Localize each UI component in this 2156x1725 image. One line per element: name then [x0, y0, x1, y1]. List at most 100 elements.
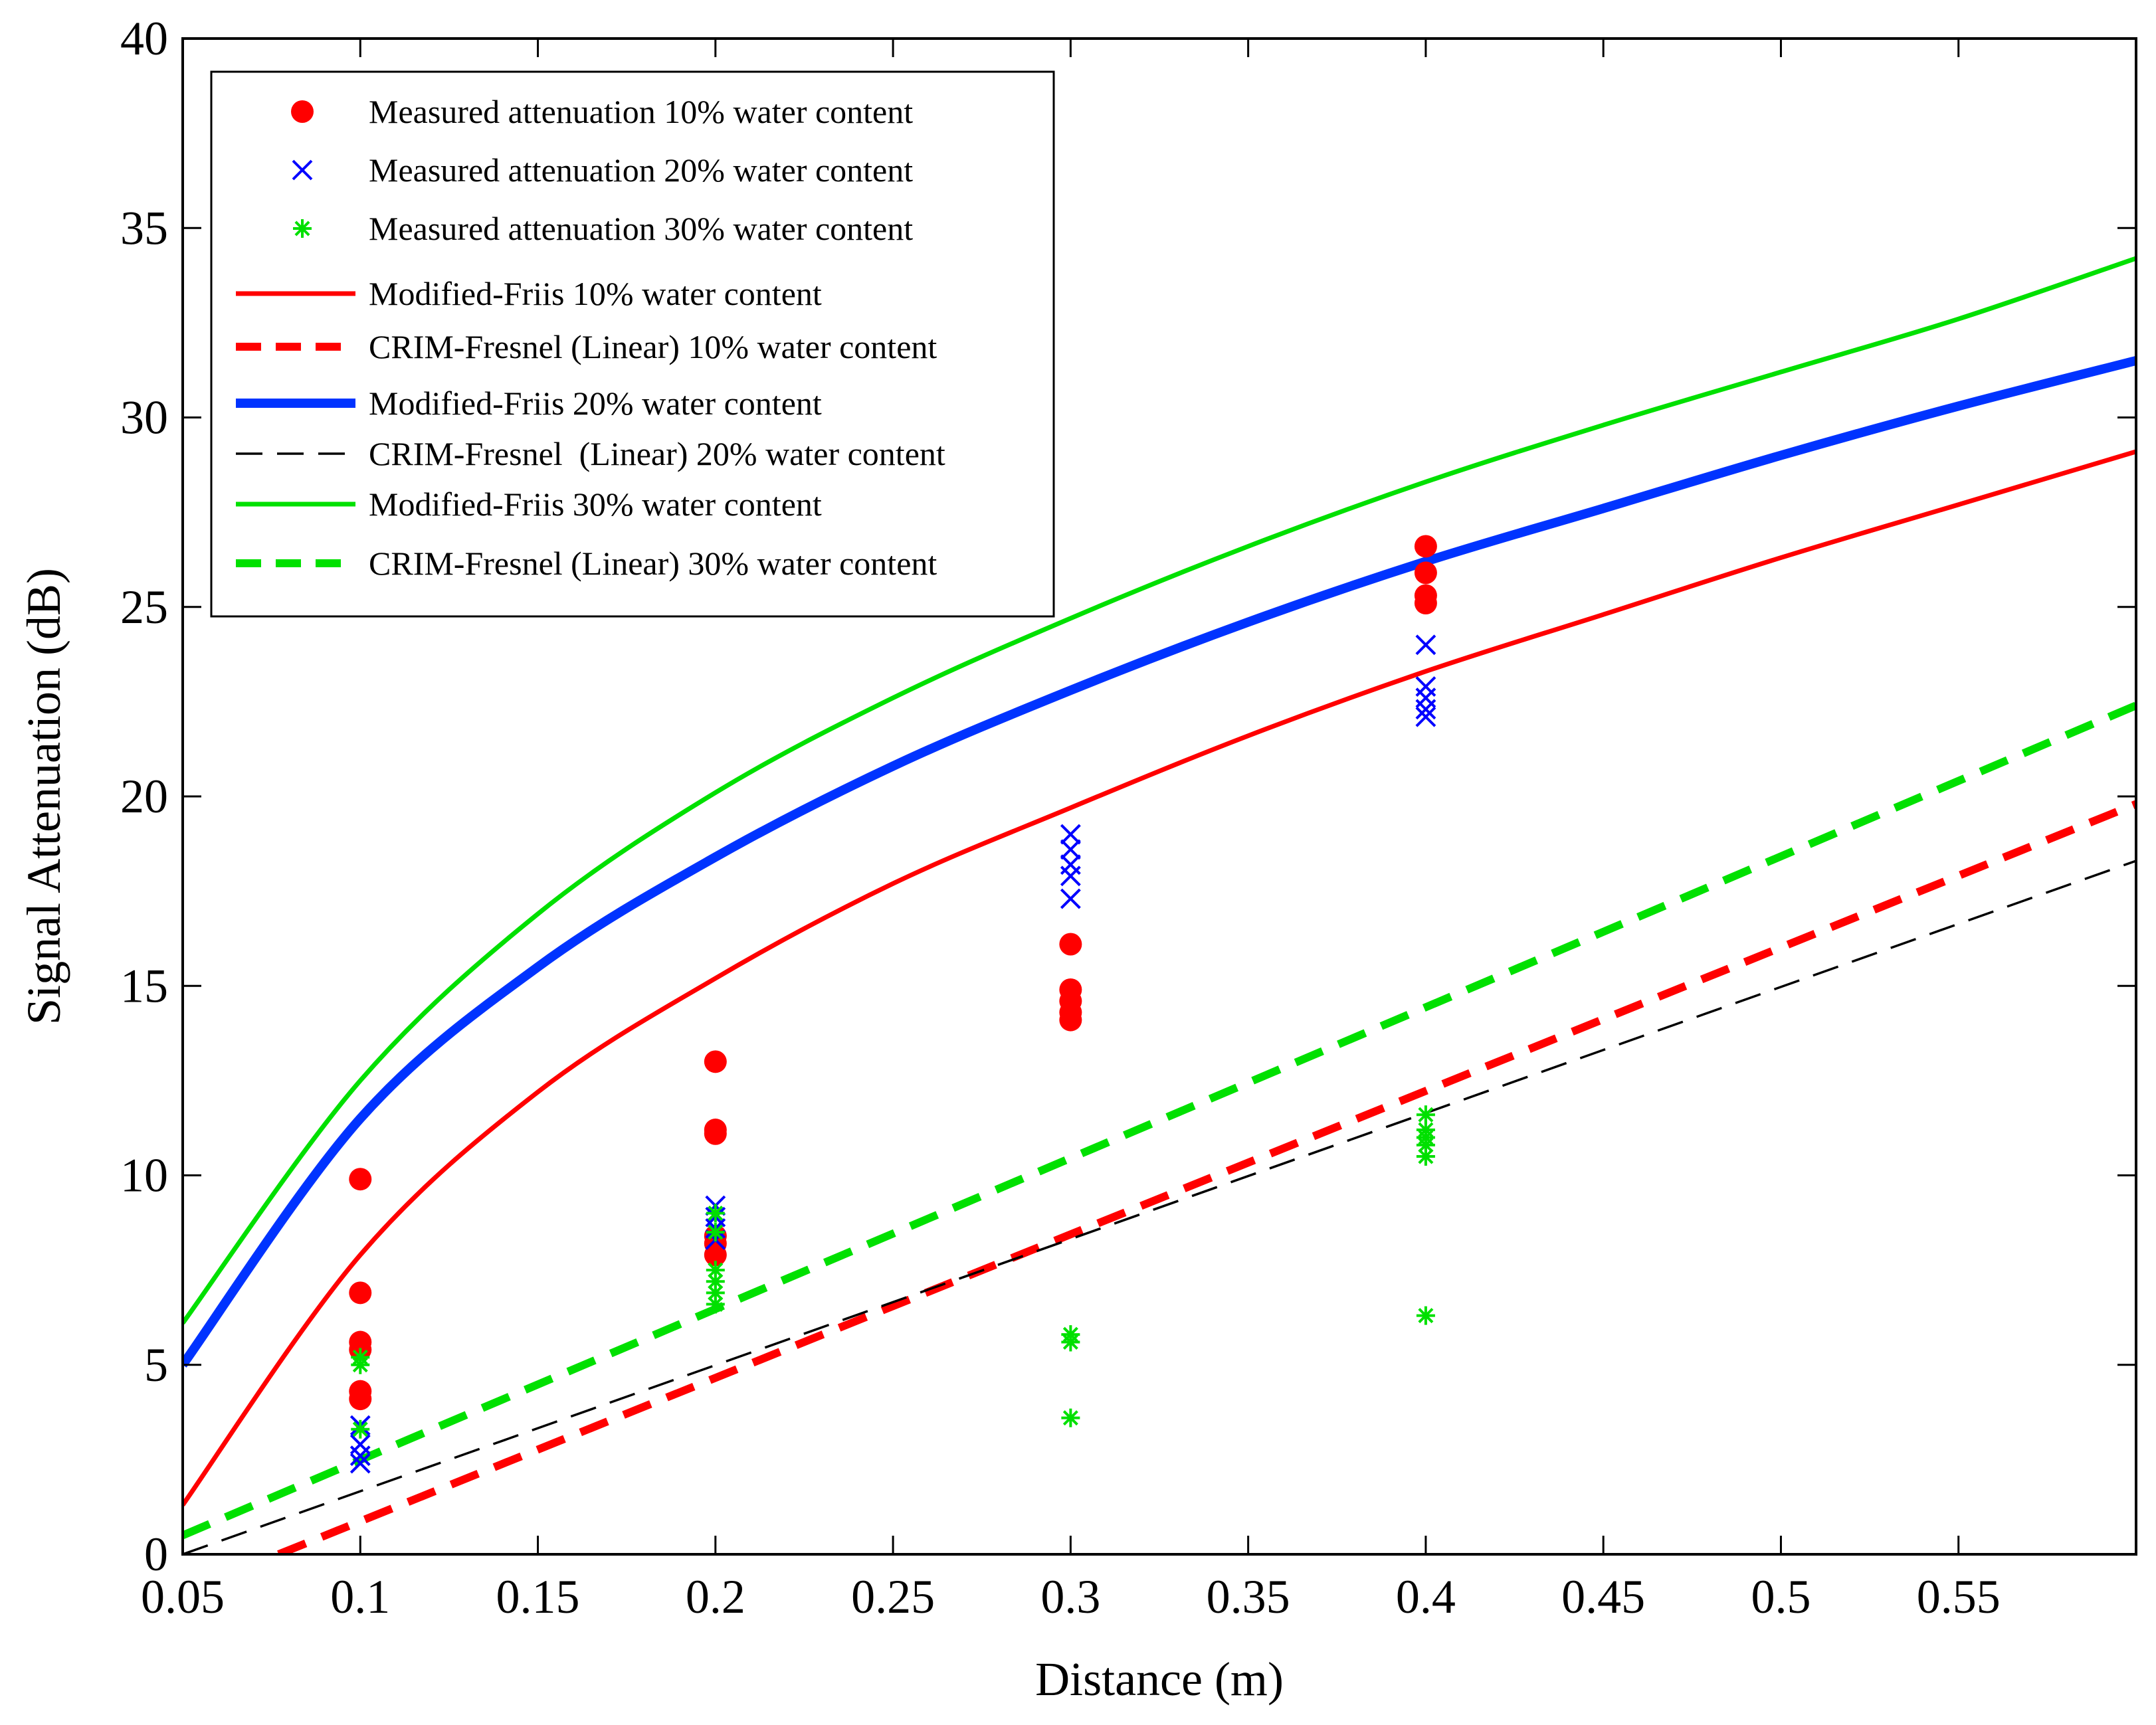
- legend-entry: CRIM-Fresnel (Linear) 10% water content: [236, 328, 937, 365]
- data-point-stroke: [1060, 824, 1081, 845]
- legend: Measured attenuation 10% water content Me…: [210, 70, 1055, 618]
- legend-entry: CRIM-Fresnel (Linear) 20% water content: [236, 435, 945, 472]
- data-point: [349, 1168, 372, 1191]
- data-point: [1060, 839, 1081, 860]
- legend-entry: Measured attenuation 30% water content: [293, 210, 913, 247]
- x-tick-label: 0.15: [496, 1570, 580, 1623]
- data-point-stroke: [708, 1224, 724, 1240]
- data-point: [1415, 634, 1436, 656]
- data-point-stroke: [1060, 865, 1081, 887]
- data-point-stroke: [349, 1453, 371, 1474]
- data-point-stroke: [1062, 1410, 1078, 1426]
- data-point-stroke: [1062, 1334, 1078, 1350]
- data-point: [1060, 824, 1081, 845]
- legend-marker: [291, 100, 314, 123]
- data-point: [1414, 592, 1437, 615]
- x-tick-label: 0.05: [141, 1570, 225, 1623]
- x-tick-label: 0.4: [1396, 1570, 1456, 1623]
- x-tick-label: 0.35: [1207, 1570, 1290, 1623]
- data-point-stroke: [1415, 706, 1436, 727]
- legend-label: Measured attenuation 30% water content: [369, 210, 913, 247]
- data-point: [706, 1223, 725, 1242]
- legend-marker: [293, 219, 312, 238]
- data-point: [349, 1445, 371, 1467]
- legend-label: CRIM-Fresnel (Linear) 10% water content: [369, 328, 937, 365]
- data-point: [706, 1204, 725, 1223]
- y-tick-label: 40: [120, 12, 168, 65]
- data-point-stroke: [1415, 634, 1436, 656]
- legend-marker-stroke: [294, 221, 310, 236]
- legend-label: Measured attenuation 10% water content: [369, 93, 913, 130]
- y-tick-label: 25: [120, 581, 168, 634]
- y-tick-label: 30: [120, 391, 168, 444]
- legend-entry: Measured attenuation 10% water content: [291, 93, 913, 130]
- legend-marker: [292, 159, 313, 181]
- data-point: [1414, 535, 1437, 558]
- x-tick-label: 0.3: [1040, 1570, 1100, 1623]
- legend-entry: CRIM-Fresnel (Linear) 30% water content: [236, 545, 937, 582]
- data-point-stroke: [708, 1262, 724, 1278]
- series-line-4: [183, 860, 2136, 1554]
- x-tick-label: 0.5: [1751, 1570, 1811, 1623]
- data-point: [349, 1281, 372, 1305]
- series-layer: [183, 256, 2136, 1554]
- legend-label: CRIM-Fresnel (Linear) 20% water content: [369, 435, 945, 472]
- data-point: [1059, 1008, 1082, 1032]
- data-point: [1060, 888, 1081, 909]
- data-point: [1414, 561, 1437, 585]
- y-tick-label: 35: [120, 201, 168, 254]
- data-point: [1415, 706, 1436, 727]
- data-point-stroke: [1060, 888, 1081, 909]
- data-point-stroke: [1060, 839, 1081, 860]
- y-tick-label: 5: [144, 1338, 168, 1392]
- data-point: [1416, 1105, 1435, 1125]
- legend-entry: Modified-Friis 20% water content: [236, 385, 822, 422]
- data-point-stroke: [1418, 1308, 1434, 1324]
- y-tick-label: 10: [120, 1149, 168, 1202]
- data-point-stroke: [349, 1445, 371, 1467]
- data-point-stroke: [708, 1296, 724, 1312]
- data-point: [704, 1243, 727, 1267]
- data-point: [704, 1050, 727, 1073]
- data-point: [704, 1122, 727, 1145]
- legend-entry: Modified-Friis 30% water content: [236, 486, 822, 523]
- data-point: [706, 1261, 725, 1280]
- data-point: [349, 1453, 371, 1474]
- series-line-3: [183, 356, 2136, 1368]
- legend-label: Modified-Friis 30% water content: [369, 486, 822, 523]
- legend-label: Modified-Friis 20% water content: [369, 385, 822, 422]
- axis-ticks: 0.05 0.1 0.15 0.2 0.25 0.3 0.35 0.4 0.45 0.5 0.55 0…: [120, 12, 2136, 1623]
- data-point: [1059, 933, 1082, 956]
- legend-label: Modified-Friis 10% water content: [369, 275, 822, 312]
- y-tick-label: 20: [120, 770, 168, 823]
- y-tick-label: 15: [120, 959, 168, 1012]
- legend-label: CRIM-Fresnel (Linear) 30% water content: [369, 545, 937, 582]
- data-point-stroke: [708, 1273, 724, 1289]
- data-point: [1416, 1306, 1435, 1325]
- x-tick-label: 0.1: [330, 1570, 390, 1623]
- data-point: [1416, 1146, 1435, 1166]
- data-point: [1061, 1332, 1080, 1352]
- data-point-stroke: [352, 1421, 368, 1437]
- data-point: [351, 1355, 370, 1374]
- x-tick-label: 0.45: [1561, 1570, 1645, 1623]
- x-tick-label: 0.55: [1917, 1570, 2001, 1623]
- y-tick-label: 0: [144, 1528, 168, 1581]
- data-point-stroke: [708, 1285, 724, 1301]
- legend-label: Measured attenuation 20% water content: [369, 151, 913, 189]
- legend-marker-stroke: [292, 159, 313, 181]
- data-point: [706, 1295, 725, 1314]
- x-tick-label: 0.2: [686, 1570, 745, 1623]
- data-point: [1060, 865, 1081, 887]
- data-point: [351, 1419, 370, 1439]
- series-line-2: [277, 800, 2136, 1554]
- data-point-stroke: [1418, 1148, 1434, 1164]
- x-tick-label: 0.25: [851, 1570, 935, 1623]
- x-axis-label: Distance (m): [1035, 1653, 1284, 1706]
- data-point-stroke: [1415, 699, 1436, 720]
- y-axis-label: Signal Attenuation (dB): [17, 568, 70, 1025]
- series-line-5: [183, 256, 2136, 1325]
- data-point: [706, 1272, 725, 1291]
- data-point-stroke: [352, 1357, 368, 1373]
